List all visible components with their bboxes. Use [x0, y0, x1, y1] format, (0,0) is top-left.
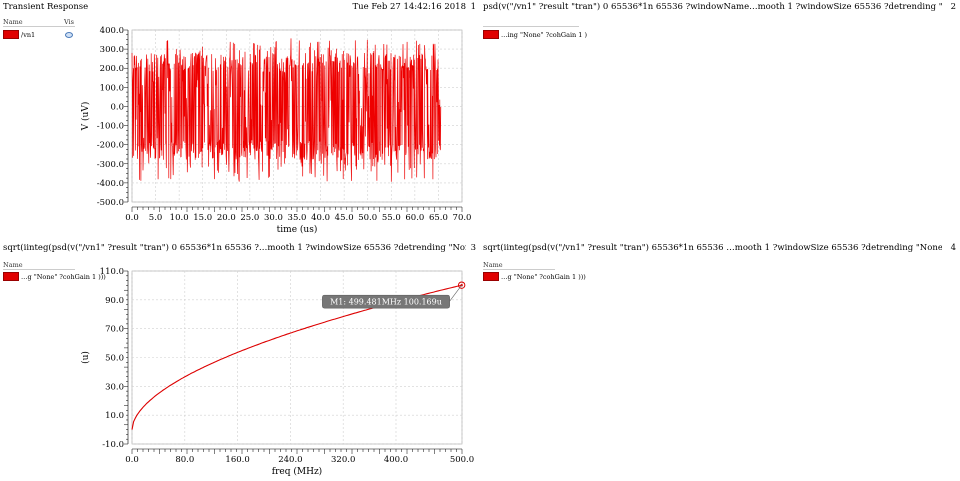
visibility-eye-icon[interactable] [65, 32, 73, 38]
y-tick-label: 50.0 [105, 354, 124, 364]
x-axis-ruler [131, 448, 463, 454]
series-line-vn1 [131, 38, 442, 182]
legend-item[interactable]: …g "None" ?cohGain 1 ))) [483, 272, 586, 281]
integrated-noise-plot-2[interactable]: 0.050.0100.0150.0200.0250.0300.0350.0400… [480, 241, 960, 481]
y-axis-ruler [124, 270, 129, 445]
integrated-noise-plot-1[interactable]: 0.0 80.0 160.0 240.0 320.0 400.0 500.0 110.0 90.… [0, 241, 480, 481]
legend-swatch [3, 30, 19, 39]
y-tick-label: 400.0 [100, 26, 124, 36]
legend-label: …g "None" ?cohGain 1 ))) [21, 272, 106, 281]
x-tick-label: 160.0 [225, 455, 249, 465]
panel-number: 3 [467, 243, 476, 253]
legend-item[interactable]: …g "None" ?cohGain 1 ))) [3, 272, 106, 281]
x-tick-label: 65.0 [429, 213, 448, 223]
panel-number: 1 [467, 2, 476, 12]
x-tick-label: 500.0 [450, 455, 474, 465]
marker-label-box [322, 294, 450, 309]
x-tick-label: 5.0 [149, 213, 163, 223]
panel-title: sqrt(iinteg(psd(v("/vn1" ?result "tran")… [3, 243, 466, 253]
y-tick-label: 0.0 [110, 102, 124, 112]
y-tick-label: 100.0 [100, 83, 124, 93]
panel-title: sqrt(iinteg(psd(v("/vn1" ?result "tran")… [483, 243, 942, 253]
y-tick-label: 200.0 [100, 64, 124, 74]
legend-divider [3, 269, 75, 270]
legend-label: …g "None" ?cohGain 1 ))) [501, 272, 586, 281]
y-tick-label: 110.0 [100, 267, 124, 277]
y-tick-label: 10.0 [105, 411, 124, 421]
x-tick-label: 55.0 [382, 213, 401, 223]
psd-panel: psd(v("/vn1" ?result "tran") 0 65536*1n … [480, 0, 960, 240]
panel-date: Tue Feb 27 14:42:16 2018 [352, 2, 466, 12]
y-tick-label: 30.0 [105, 382, 124, 392]
plot-axes: 0.0 80.0 160.0 240.0 320.0 400.0 500.0 110.0 90.… [80, 267, 474, 477]
y-tick-label: -200.0 [97, 141, 124, 151]
legend-divider [483, 269, 555, 270]
x-tick-label: 80.0 [175, 455, 194, 465]
x-axis-ruler [131, 206, 463, 212]
y-axis-label: V (uV) [80, 102, 91, 132]
legend-item[interactable]: /vn1 [3, 30, 35, 39]
x-tick-label: 320.0 [331, 455, 355, 465]
legend-label: …ing "None" ?cohGain 1 ) [501, 30, 588, 39]
marker-point [457, 281, 466, 289]
y-tick-label: -400.0 [97, 179, 124, 189]
x-tick-label: 10.0 [170, 213, 189, 223]
x-tick-label: 20.0 [217, 213, 236, 223]
legend-divider [3, 26, 75, 27]
x-tick-label: 0.0 [125, 213, 139, 223]
y-tick-label: -10.0 [102, 440, 124, 450]
x-tick-label: 240.0 [278, 455, 302, 465]
x-tick-label: 40.0 [311, 213, 330, 223]
integrated-noise-panel-1: sqrt(iinteg(psd(v("/vn1" ?result "tran")… [0, 241, 480, 481]
x-tick-label: 0.0 [125, 455, 139, 465]
y-tick-label: -300.0 [97, 160, 124, 170]
y-tick-label: -100.0 [97, 122, 124, 132]
legend-divider [483, 26, 579, 27]
y-axis-ruler [124, 29, 129, 203]
y-tick-label: 70.0 [105, 325, 124, 335]
x-tick-label: 25.0 [240, 213, 259, 223]
legend-header-name: Name [483, 261, 503, 269]
panel-title: psd(v("/vn1" ?result "tran") 0 65536*1n … [483, 2, 942, 12]
psd-plot[interactable]: 0.080.0160.0240.0320.0400.0500.0250.0190… [480, 0, 960, 240]
x-tick-label: 30.0 [264, 213, 283, 223]
transient-response-panel: Transient Response Tue Feb 27 14:42:16 2… [0, 0, 480, 240]
marker-label: M1: 499.481MHz 100.169u [330, 298, 442, 307]
legend-swatch [483, 30, 499, 39]
x-tick-label: 45.0 [335, 213, 354, 223]
panel-title: Transient Response [3, 2, 89, 12]
legend-label: /vn1 [21, 30, 36, 39]
y-axis-label: (u) [80, 351, 91, 364]
x-axis-label: freq (MHz) [272, 466, 322, 477]
x-tick-label: 15.0 [193, 213, 212, 223]
x-axis-label: time (us) [277, 224, 318, 235]
x-tick-label: 50.0 [358, 213, 377, 223]
y-tick-label: -500.0 [97, 198, 124, 208]
legend-header-name: Name [3, 261, 23, 269]
integrated-noise-panel-2: sqrt(iinteg(psd(v("/vn1" ?result "tran")… [480, 241, 960, 481]
transient-plot[interactable]: 0.0 5.0 10.0 15.0 20.0 25.0 30.0 35.0 40.0 45.0 50… [0, 0, 480, 240]
panel-number: 2 [947, 2, 956, 12]
y-tick-label: 90.0 [105, 296, 124, 306]
legend-header-name: Name [3, 18, 23, 26]
legend-item[interactable]: …ing "None" ?cohGain 1 ) [483, 30, 587, 39]
x-tick-label: 70.0 [453, 213, 472, 223]
x-tick-label: 60.0 [405, 213, 424, 223]
x-tick-label: 400.0 [384, 455, 408, 465]
x-tick-label: 35.0 [288, 213, 307, 223]
marker-leader [449, 284, 462, 302]
panel-number: 4 [947, 243, 956, 253]
legend-header-vis: Vis [64, 18, 74, 26]
legend-swatch [3, 272, 19, 281]
legend-swatch [483, 272, 499, 281]
y-tick-label: 300.0 [100, 45, 124, 55]
